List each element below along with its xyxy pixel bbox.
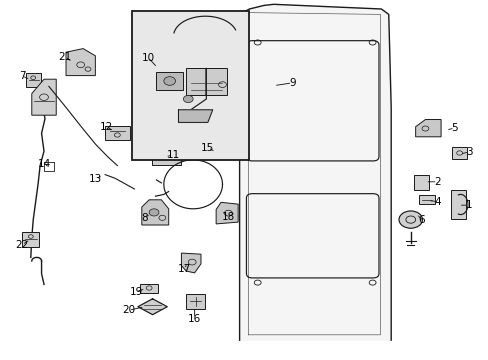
Text: 8: 8 bbox=[141, 213, 148, 223]
Text: 6: 6 bbox=[418, 215, 425, 225]
Circle shape bbox=[398, 211, 422, 228]
Text: 21: 21 bbox=[58, 52, 72, 62]
Bar bbox=[451, 147, 467, 159]
Bar bbox=[132, 11, 249, 160]
Text: 16: 16 bbox=[187, 314, 201, 324]
Text: 19: 19 bbox=[129, 287, 142, 297]
Polygon shape bbox=[138, 299, 167, 315]
Text: 4: 4 bbox=[433, 197, 440, 207]
Polygon shape bbox=[142, 200, 168, 225]
Text: 15: 15 bbox=[201, 143, 214, 153]
Bar bbox=[105, 126, 129, 140]
Polygon shape bbox=[239, 4, 390, 340]
Text: 13: 13 bbox=[89, 174, 102, 184]
Polygon shape bbox=[415, 120, 440, 137]
Text: 9: 9 bbox=[288, 78, 295, 88]
Text: 11: 11 bbox=[166, 150, 180, 160]
Polygon shape bbox=[181, 253, 201, 273]
Bar bbox=[26, 73, 41, 87]
Circle shape bbox=[163, 77, 175, 85]
Bar bbox=[156, 72, 183, 90]
Text: 3: 3 bbox=[465, 147, 472, 157]
Bar bbox=[185, 68, 227, 95]
Text: 22: 22 bbox=[15, 240, 29, 250]
Polygon shape bbox=[32, 79, 56, 115]
Text: 18: 18 bbox=[222, 212, 235, 222]
Text: 5: 5 bbox=[450, 123, 457, 133]
Bar bbox=[140, 284, 158, 292]
Bar bbox=[185, 294, 205, 309]
Text: 7: 7 bbox=[19, 71, 25, 81]
Polygon shape bbox=[66, 49, 95, 76]
Polygon shape bbox=[450, 190, 465, 219]
Text: 2: 2 bbox=[433, 177, 440, 187]
Text: 17: 17 bbox=[177, 264, 191, 274]
Circle shape bbox=[149, 209, 159, 216]
Text: 14: 14 bbox=[37, 159, 51, 169]
Bar bbox=[22, 232, 39, 247]
Polygon shape bbox=[178, 110, 212, 122]
Bar bbox=[418, 195, 434, 204]
Text: 20: 20 bbox=[122, 305, 135, 315]
Text: 12: 12 bbox=[100, 122, 113, 132]
Text: 10: 10 bbox=[142, 53, 154, 63]
Text: 1: 1 bbox=[465, 200, 472, 210]
Circle shape bbox=[183, 95, 193, 103]
Polygon shape bbox=[206, 145, 231, 159]
Polygon shape bbox=[216, 202, 238, 224]
Bar bbox=[413, 175, 428, 190]
Bar bbox=[151, 151, 181, 165]
